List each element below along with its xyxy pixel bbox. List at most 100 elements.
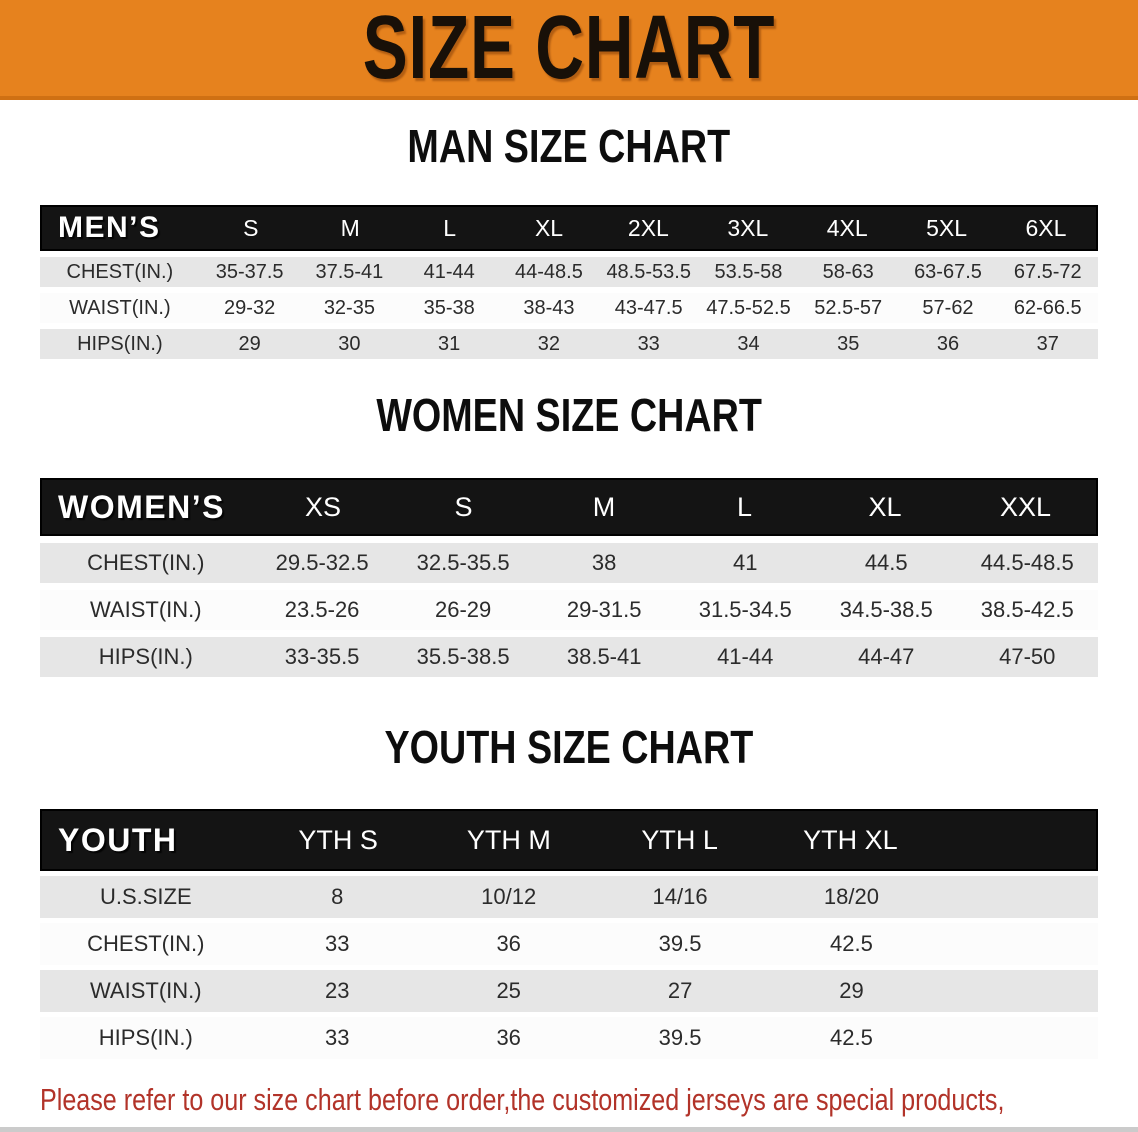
bottom-edge-strip	[0, 1127, 1138, 1132]
men-column-header-8: 6XL	[1025, 214, 1067, 241]
disclaimer-line-1: Please refer to our size chart before or…	[40, 1082, 1005, 1117]
women-row-hips-in: HIPS(IN.) 33-35.5 35.5-38.5 38.5-41 41-44 44-…	[40, 637, 1098, 677]
men-row-waist-in: WAIST(IN.) 29-32 32-35 35-38 38-43 43-47.5 47.…	[40, 293, 1098, 323]
men-row-label: WAIST(IN.)	[69, 296, 171, 319]
youth-row-hips-in: HIPS(IN.) 33 36 39.5 42.5	[40, 1017, 1098, 1059]
men-value-2-7: 36	[936, 332, 960, 355]
women-row-label: HIPS(IN.)	[98, 644, 193, 669]
women-column-header-2: M	[592, 491, 616, 522]
women-value-1-3: 31.5-34.5	[698, 597, 792, 622]
women-row-chest-in: CHEST(IN.) 29.5-32.5 32.5-35.5 38 41 44.5 44.5…	[40, 543, 1098, 583]
men-column-header-6: 4XL	[826, 214, 868, 241]
women-value-0-4: 44.5	[864, 550, 908, 575]
men-value-1-4: 43-47.5	[614, 296, 683, 319]
women-column-header-0: XS	[305, 491, 342, 522]
youth-section-heading: YOUTH SIZE CHART	[0, 723, 1138, 783]
men-value-2-2: 31	[438, 332, 461, 355]
man-heading-text: MAN SIZE CHART	[407, 120, 731, 172]
women-column-header-1: S	[454, 491, 473, 522]
youth-row-chest-in: CHEST(IN.) 33 36 39.5 42.5	[40, 923, 1098, 965]
men-column-header-0: S	[243, 214, 259, 241]
youth-table-header-row: YOUTH YTH S YTH M YTH L YTH XL	[40, 809, 1098, 871]
youth-value-2-0: 23	[325, 978, 350, 1003]
men-value-2-8: 37	[1036, 332, 1059, 355]
women-table-body: CHEST(IN.) 29.5-32.5 32.5-35.5 38 41 44.5 44.5…	[40, 543, 1098, 677]
women-section-heading: WOMEN SIZE CHART	[0, 391, 1138, 451]
youth-value-3-2: 39.5	[658, 1025, 702, 1050]
youth-row-label: CHEST(IN.)	[87, 931, 205, 956]
men-value-2-1: 30	[338, 332, 361, 355]
women-value-2-5: 47-50	[999, 644, 1056, 669]
youth-row-label: WAIST(IN.)	[89, 978, 202, 1003]
men-column-header-5: 3XL	[727, 214, 769, 241]
women-value-1-2: 29-31.5	[566, 597, 642, 622]
men-value-1-8: 62-66.5	[1013, 296, 1082, 319]
women-value-0-2: 38	[591, 550, 617, 575]
men-value-0-3: 44-48.5	[515, 260, 583, 283]
women-heading-text: WOMEN SIZE CHART	[376, 389, 762, 441]
youth-row-u-s-size: U.S.SIZE 8 10/12 14/16 18/20	[40, 876, 1098, 918]
youth-value-2-3: 29	[839, 978, 864, 1003]
youth-value-0-2: 14/16	[652, 884, 708, 909]
men-value-0-1: 37.5-41	[315, 260, 384, 283]
youth-column-header-0: YTH S	[298, 824, 378, 855]
women-value-2-2: 38.5-41	[566, 644, 642, 669]
women-value-0-0: 29.5-32.5	[275, 550, 369, 575]
men-value-0-5: 53.5-58	[714, 260, 783, 283]
men-value-0-6: 58-63	[822, 260, 874, 283]
women-value-1-4: 34.5-38.5	[839, 597, 933, 622]
men-value-0-8: 67.5-72	[1013, 260, 1082, 283]
women-value-2-4: 44-47	[858, 644, 915, 669]
men-value-1-5: 47.5-52.5	[706, 296, 791, 319]
women-value-1-5: 38.5-42.5	[980, 597, 1074, 622]
men-row-label: HIPS(IN.)	[77, 332, 163, 355]
women-value-2-3: 41-44	[717, 644, 774, 669]
men-column-header-1: M	[340, 214, 360, 241]
women-value-1-0: 23.5-26	[284, 597, 360, 622]
women-column-header-3: L	[736, 491, 752, 522]
men-corner-label: MEN’S	[58, 211, 161, 244]
women-value-0-3: 41	[732, 550, 758, 575]
youth-value-2-2: 27	[667, 978, 693, 1003]
youth-value-2-1: 25	[496, 978, 521, 1003]
youth-value-1-0: 33	[325, 931, 350, 956]
men-value-0-0: 35-37.5	[215, 260, 284, 283]
youth-value-3-3: 42.5	[830, 1025, 873, 1050]
men-row-chest-in: CHEST(IN.) 35-37.5 37.5-41 41-44 44-48.5 48.5…	[40, 257, 1098, 287]
women-value-2-1: 35.5-38.5	[416, 644, 510, 669]
men-value-0-2: 41-44	[423, 260, 475, 283]
men-column-header-2: L	[443, 214, 457, 241]
men-table-body: CHEST(IN.) 35-37.5 37.5-41 41-44 44-48.5 48.5…	[40, 257, 1098, 359]
youth-size-table: YOUTH YTH S YTH M YTH L YTH XL U.S.SIZE 8 10/1…	[40, 809, 1098, 1059]
banner-title: SIZE CHART	[362, 0, 776, 98]
men-column-header-7: 5XL	[926, 214, 968, 241]
men-value-2-3: 32	[537, 332, 561, 355]
youth-value-0-0: 8	[331, 884, 344, 909]
youth-value-3-0: 33	[325, 1025, 350, 1050]
women-row-label: WAIST(IN.)	[89, 597, 202, 622]
youth-value-3-1: 36	[496, 1025, 521, 1050]
women-row-label: CHEST(IN.)	[87, 550, 205, 575]
youth-corner-label: YOUTH	[58, 821, 178, 858]
men-value-2-0: 29	[238, 332, 261, 355]
youth-heading-text: YOUTH SIZE CHART	[384, 721, 754, 773]
men-value-0-7: 63-67.5	[914, 260, 982, 283]
youth-column-header-3: YTH XL	[803, 824, 898, 855]
youth-column-header-2: YTH L	[641, 824, 718, 855]
youth-row-label: U.S.SIZE	[99, 884, 192, 909]
men-size-table: MEN’S S M L XL 2XL 3XL 4XL 5XL 6XL CHEST(IN.) 35-3…	[40, 205, 1098, 359]
men-value-2-5: 34	[737, 332, 760, 355]
women-value-0-1: 32.5-35.5	[416, 550, 510, 575]
men-value-1-1: 32-35	[323, 296, 375, 319]
men-value-1-3: 38-43	[523, 296, 575, 319]
youth-row-label: HIPS(IN.)	[98, 1025, 193, 1050]
men-table-header-row: MEN’S S M L XL 2XL 3XL 4XL 5XL 6XL	[40, 205, 1098, 251]
men-column-header-4: 2XL	[627, 214, 669, 241]
man-section-heading: MAN SIZE CHART	[0, 122, 1138, 182]
youth-value-1-1: 36	[496, 931, 521, 956]
men-column-header-3: XL	[534, 214, 564, 241]
youth-value-1-3: 42.5	[830, 931, 873, 956]
men-value-2-4: 33	[637, 332, 660, 355]
men-value-1-7: 57-62	[922, 296, 974, 319]
youth-row-waist-in: WAIST(IN.) 23 25 27 29	[40, 970, 1098, 1012]
